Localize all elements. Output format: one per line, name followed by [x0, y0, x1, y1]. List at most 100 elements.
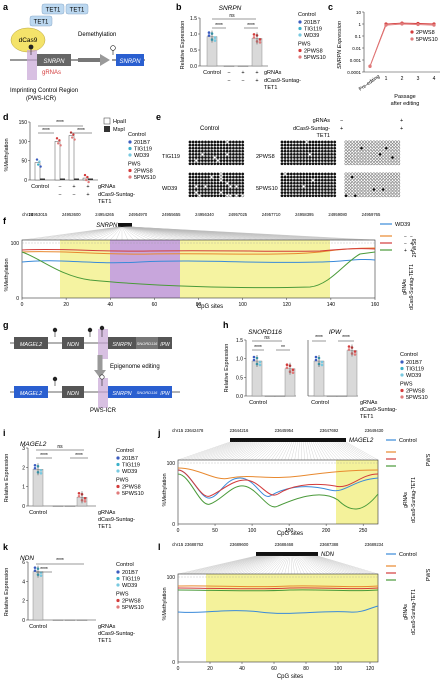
legend-dot: [116, 462, 120, 467]
tet1-box: [65, 3, 89, 15]
cpg-dot: [283, 188, 287, 191]
cpg-dot: [356, 156, 360, 159]
tet1-box: [29, 15, 53, 27]
shade-region: [180, 240, 330, 298]
fan-line: [187, 555, 260, 575]
cpg-dot: [286, 175, 290, 179]
cpg-dot: [204, 172, 207, 176]
cpg-dot: [289, 159, 293, 163]
cpg-dot: [225, 184, 229, 188]
cpg-dot: [320, 175, 324, 179]
fan-line: [277, 441, 289, 461]
bars: [34, 131, 93, 184]
cpg-dot: [283, 143, 287, 147]
cpg-dot: [372, 178, 376, 182]
cpg-dot: [366, 175, 370, 179]
fan-line: [57, 226, 120, 241]
cpg-dot: [311, 188, 315, 191]
legend-title: Control: [298, 12, 316, 18]
cpg-dot: [356, 175, 360, 179]
y-tick-label: 3: [22, 446, 25, 452]
cpg-dot: [308, 194, 312, 198]
cpg-dot: [327, 143, 330, 147]
cpg-dot: [231, 159, 235, 163]
x-axis-label: CpG sites: [277, 531, 303, 537]
svg-text:2PWS8: 2PWS8: [256, 154, 275, 160]
tet1-label: TET1: [34, 20, 49, 26]
cpg-dot: [330, 156, 334, 159]
cpg-dot: [323, 156, 327, 159]
cpg-dot: [228, 188, 232, 191]
fan-line: [271, 441, 285, 461]
data-point: [39, 574, 43, 577]
panel-f: f chr15 24953015 24953600 24954265 24954970…: [3, 212, 418, 310]
cpg-dot: [207, 184, 211, 188]
cpg-dot: [311, 146, 315, 150]
cpg-dot: [228, 184, 232, 188]
cpg-dot: [333, 140, 337, 144]
svg-text:NDN: NDN: [67, 342, 79, 348]
cpg-dot: [391, 178, 394, 182]
cpg-dot: [216, 140, 220, 144]
cpg-dot: [238, 178, 242, 182]
cpg-dot: [289, 191, 293, 195]
legend-dot: [298, 26, 302, 31]
fan-line: [315, 555, 372, 575]
cpg-dot: [197, 191, 201, 195]
cpg-dot: [207, 172, 211, 176]
y-ticks: 0.0 0.5 1.0 1.5: [190, 16, 200, 70]
coord-label: 24954970: [129, 212, 148, 217]
svg-text:MAGEL2: MAGEL2: [20, 391, 42, 397]
cpg-dot: [363, 156, 367, 159]
fan-line: [303, 555, 332, 575]
cpg-dot: [228, 140, 232, 144]
svg-text:TET1: TET1: [360, 414, 373, 420]
cpg-dot: [353, 146, 357, 150]
y-ticks: 10 1 0.1 0.01 0.001 0.0001: [347, 10, 364, 75]
fan-line: [298, 555, 315, 575]
coord-label: 24957025: [228, 212, 247, 217]
cpg-dot: [210, 152, 214, 156]
fan-line: [115, 226, 122, 241]
cpg-dot: [333, 184, 337, 188]
cpg-dot: [207, 175, 211, 179]
cpg-dot: [207, 191, 211, 195]
cpg-dot: [394, 178, 398, 182]
fan-line: [310, 555, 355, 575]
tet1-label: TET1: [70, 8, 85, 14]
legend-dot: [116, 570, 120, 574]
fan-line: [227, 441, 260, 461]
bar: [274, 395, 286, 397]
cpg-dot: [191, 191, 195, 195]
cpg-dot: [228, 156, 232, 159]
data-point: [39, 471, 43, 475]
data-point: [55, 137, 59, 140]
cpg-dot: [228, 143, 232, 147]
cpg-dot: [397, 172, 401, 176]
cpg-dot: [333, 178, 337, 182]
legend-dot: [400, 373, 404, 377]
cpg-dot: [292, 178, 296, 182]
cpg-dot: [286, 162, 290, 166]
methylation-curve: [177, 605, 379, 614]
fan-line: [221, 555, 270, 575]
cpg-dot: [350, 152, 354, 156]
y-ticks: 0.0 0.5 1.0 1.5: [236, 338, 246, 400]
cpg-dot: [391, 194, 394, 198]
bar: [52, 619, 64, 621]
cpg-dot: [387, 184, 391, 188]
cpg-dot: [296, 191, 299, 195]
cpg-dot: [381, 152, 385, 156]
cpg-dot: [204, 191, 207, 195]
cpg-dot: [225, 152, 229, 156]
cpg-dot: [241, 146, 245, 150]
cpg-dot: [289, 143, 293, 147]
bars: [32, 463, 88, 507]
legend-label: WD39: [395, 222, 410, 228]
cpg-dot: [296, 143, 299, 147]
cpg-dot: [353, 152, 357, 156]
fan-line: [267, 555, 285, 575]
cpg-dot: [204, 175, 207, 179]
